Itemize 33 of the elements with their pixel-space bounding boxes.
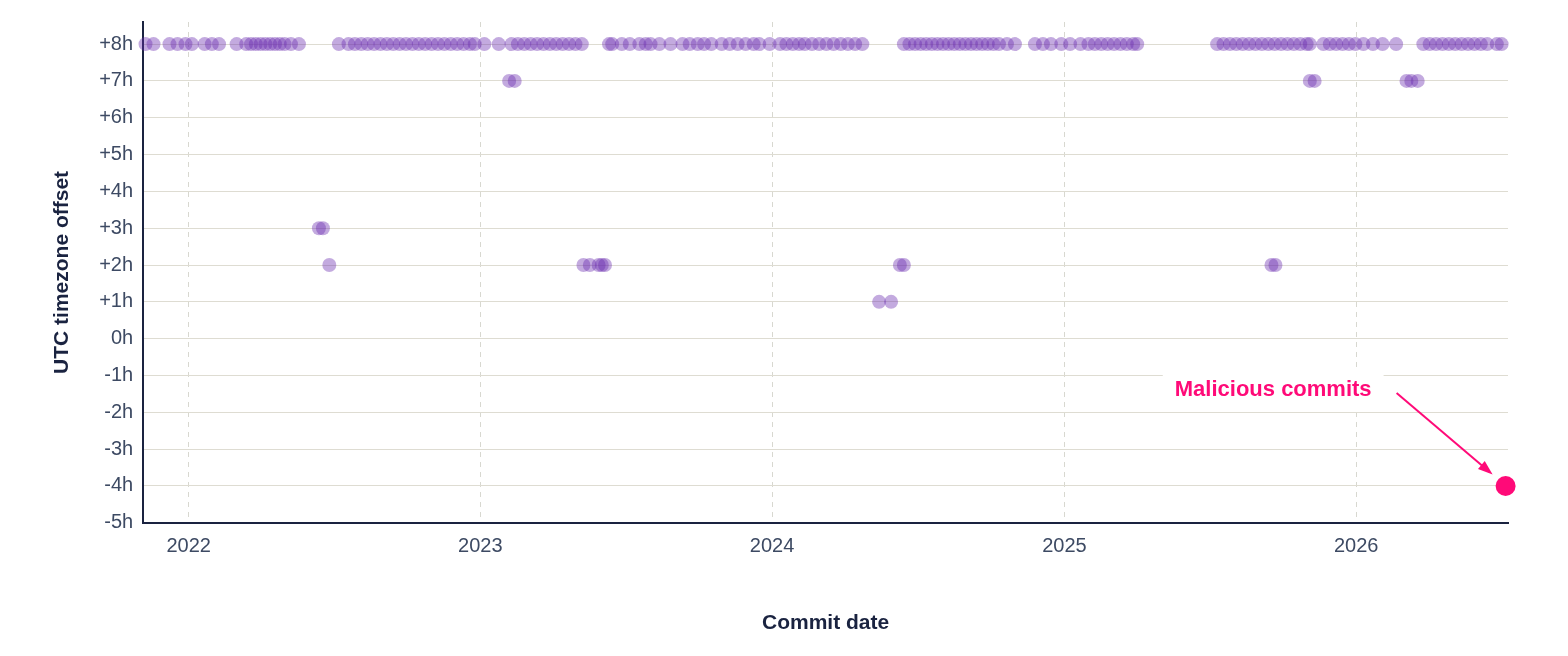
point [1410, 73, 1425, 88]
y-tick-label: -5h [104, 510, 134, 533]
point [507, 73, 522, 88]
x-tick-label: 2022 [166, 534, 211, 557]
point [315, 221, 330, 236]
point [872, 294, 887, 309]
point [896, 258, 911, 273]
y-tick-label: +3h [99, 215, 134, 238]
x-tick-label: 2025 [1042, 534, 1087, 557]
point [884, 294, 899, 309]
point [322, 258, 337, 273]
point [1307, 73, 1322, 88]
y-tick-label: +1h [99, 289, 134, 312]
y-tick-label: +4h [99, 178, 134, 201]
point [1268, 258, 1283, 273]
y-axis-title: UTC timezone offset [49, 170, 73, 374]
y-tick-label: -1h [104, 363, 134, 386]
y-tick-label: +5h [99, 142, 134, 165]
y-tick-label: +2h [99, 252, 134, 275]
point [1495, 475, 1516, 496]
annotation: Malicious commits [1174, 376, 1372, 402]
x-axis-title: Commit date [761, 610, 890, 634]
y-tick-label: +6h [99, 105, 134, 128]
y-tick-label: -2h [104, 399, 134, 422]
y-tick-label: +8h [99, 31, 134, 54]
point [598, 258, 613, 273]
x-tick-label: 2023 [458, 534, 503, 557]
y-tick-label: +7h [99, 68, 134, 91]
y-tick-label: -4h [104, 473, 134, 496]
y-tick-label: -3h [104, 436, 134, 459]
x-tick-label: 2024 [749, 534, 795, 557]
x-tick-label: 2026 [1333, 534, 1379, 557]
y-tick-label: 0h [110, 326, 134, 349]
